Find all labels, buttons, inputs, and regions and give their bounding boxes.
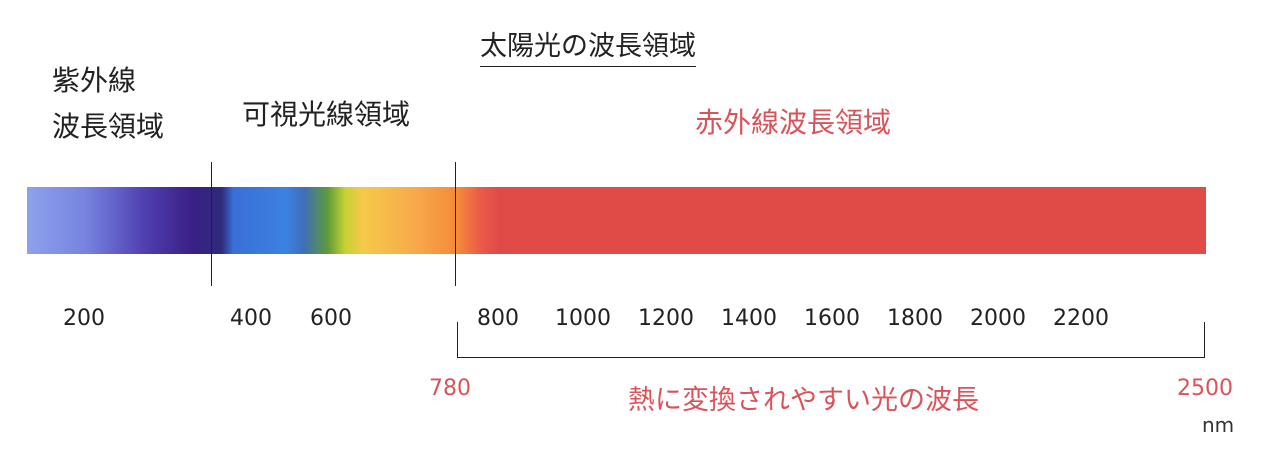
- uv-label-line2: 波長領域: [52, 110, 165, 143]
- tick-label: 1000: [555, 306, 611, 331]
- bracket-description: 熱に変換されやすい光の波長: [628, 385, 979, 416]
- uv-label-line1: 紫外線: [52, 64, 137, 97]
- tick-label: 400: [230, 306, 272, 331]
- infrared-region-label: 赤外線波長領域: [695, 106, 892, 139]
- bracket-start-label: 780: [429, 376, 471, 401]
- uv-visible-divider: [211, 162, 212, 286]
- tick-label: 1200: [638, 306, 694, 331]
- tick-label: 1800: [887, 306, 943, 331]
- bracket-right-end: [1204, 322, 1205, 358]
- tick-label: 2000: [970, 306, 1026, 331]
- tick-label: 1600: [804, 306, 860, 331]
- tick-label: 600: [310, 306, 352, 331]
- unit-label: nm: [1202, 413, 1235, 437]
- visible-region-label: 可視光線領域: [242, 98, 411, 131]
- bracket-end-label: 2500: [1177, 376, 1233, 401]
- visible-infrared-divider: [455, 162, 456, 286]
- bracket-line: [457, 357, 1205, 358]
- tick-label: 200: [63, 306, 105, 331]
- spectrum-bar: [27, 187, 1206, 254]
- tick-label: 800: [477, 306, 519, 331]
- diagram-title: 太陽光の波長領域: [480, 30, 696, 67]
- tick-label: 2200: [1053, 306, 1109, 331]
- uv-region-label: 紫外線 波長領域: [52, 58, 164, 150]
- bracket-left-end: [457, 322, 458, 358]
- tick-label: 1400: [721, 306, 777, 331]
